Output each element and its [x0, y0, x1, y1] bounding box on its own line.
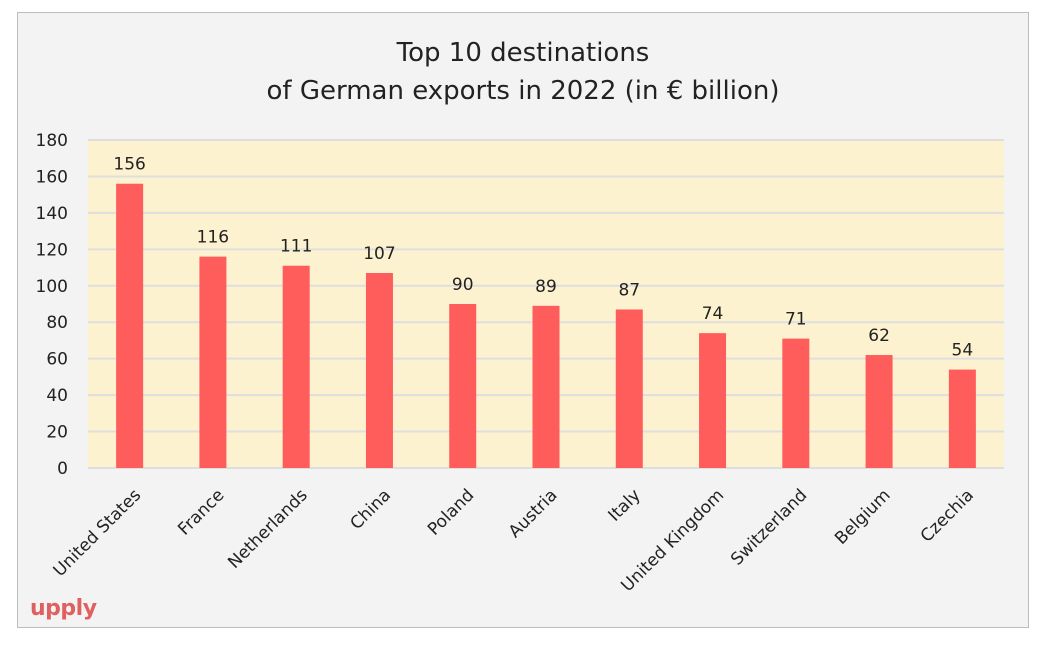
title-line-2: of German exports in 2022 (in € billion) — [266, 76, 780, 106]
bar — [116, 183, 144, 468]
bar — [199, 256, 227, 468]
x-tick-label: China — [347, 485, 395, 533]
data-label: 90 — [452, 275, 474, 295]
y-tick-label: 140 — [36, 204, 68, 224]
bar — [282, 265, 310, 468]
x-tick-label: Italy — [605, 485, 645, 525]
data-label: 54 — [952, 341, 974, 361]
data-label: 116 — [197, 228, 229, 248]
bar — [365, 273, 393, 468]
y-tick-label: 120 — [36, 240, 68, 260]
y-tick-label: 80 — [46, 313, 68, 333]
y-tick-label: 0 — [57, 459, 68, 479]
upply-logo: upply — [30, 596, 97, 621]
data-label: 87 — [618, 280, 640, 300]
y-tick-label: 40 — [46, 386, 68, 406]
y-tick-label: 60 — [46, 350, 68, 370]
y-tick-label: 100 — [36, 277, 68, 297]
bar — [532, 305, 560, 468]
x-tick-label: France — [174, 485, 228, 539]
data-label: 74 — [702, 304, 724, 324]
data-label: 107 — [363, 244, 395, 264]
bar — [699, 333, 727, 468]
x-tick-label: Czechia — [917, 485, 978, 546]
bar — [449, 304, 477, 468]
bar — [865, 355, 893, 468]
data-label: 89 — [535, 277, 557, 297]
bar — [615, 309, 643, 468]
bar — [782, 338, 810, 468]
y-tick-label: 160 — [36, 167, 68, 187]
data-label: 62 — [868, 326, 890, 346]
x-tick-label: Austria — [505, 485, 562, 542]
data-label: 71 — [785, 310, 807, 330]
x-tick-label: Netherlands — [224, 485, 312, 573]
x-tick-label: Switzerland — [727, 485, 811, 569]
bar — [948, 369, 976, 468]
x-tick-label: Belgium — [831, 485, 894, 548]
data-label: 156 — [113, 155, 145, 175]
chart-title: Top 10 destinations of German exports in… — [17, 34, 1029, 110]
y-tick-label: 20 — [46, 423, 68, 443]
y-tick-label: 180 — [36, 131, 68, 151]
title-line-1: Top 10 destinations — [396, 38, 650, 68]
x-tick-label: Poland — [424, 485, 478, 539]
x-tick-label: United States — [50, 485, 146, 581]
data-label: 111 — [280, 237, 312, 257]
